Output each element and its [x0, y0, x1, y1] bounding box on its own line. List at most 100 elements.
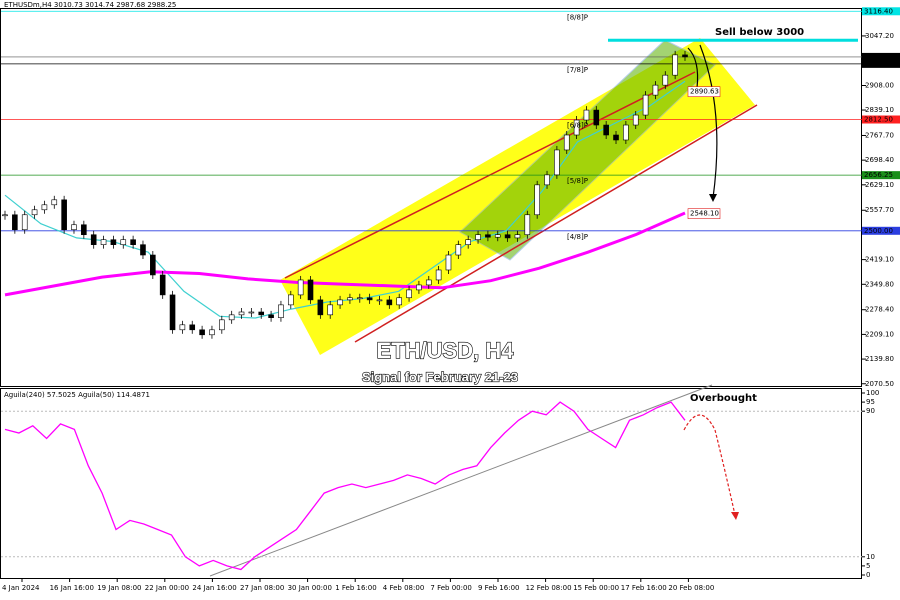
- candle-body: [61, 199, 67, 231]
- y-tick-label: 2767.70: [865, 131, 894, 139]
- candle-body: [425, 279, 432, 286]
- indicator-line: [4, 401, 686, 571]
- candle-body: [573, 119, 580, 136]
- level-tag: [862, 115, 900, 124]
- candle-body: [485, 234, 491, 238]
- level-name: [8/8]P: [567, 13, 588, 21]
- x-tick-label: 30 Jan 00:00: [288, 584, 332, 592]
- level-tag-label: 2656.25: [864, 171, 893, 179]
- arrow-head: [709, 194, 717, 202]
- candle-body: [317, 299, 324, 316]
- candle-body: [554, 149, 560, 176]
- x-tick-label: 7 Feb 00:00: [430, 584, 471, 592]
- candle-body: [90, 234, 97, 245]
- x-tick-label: 9 Feb 16:00: [478, 584, 519, 592]
- level-tag-label: 3116.40: [864, 7, 893, 15]
- candle-body: [199, 329, 205, 336]
- candle-body: [455, 244, 462, 256]
- indicator-frame: [0, 388, 862, 579]
- target-label: 2548.10: [690, 210, 719, 218]
- candle-body: [219, 319, 225, 331]
- level-name: [6/8]P: [567, 122, 588, 130]
- candle-body: [258, 311, 265, 316]
- candle-body: [475, 234, 481, 241]
- candle-body: [81, 224, 87, 236]
- x-tick-label: 15 Feb 00:00: [573, 584, 619, 592]
- candle-body: [583, 109, 590, 121]
- candle-body: [100, 239, 107, 245]
- level-tag: [862, 171, 900, 180]
- x-tick-label: 12 Feb 08:00: [526, 584, 572, 592]
- y-tick-label: 2698.40: [865, 156, 894, 164]
- candle-body: [544, 174, 550, 186]
- candle-body: [356, 297, 363, 300]
- y-tick-label: 2070.50: [865, 380, 894, 388]
- level-tag: [862, 226, 900, 235]
- candle-body: [445, 254, 452, 271]
- y-tick-label: 2278.40: [865, 306, 894, 314]
- x-tick-label: 22 Jan 00:00: [145, 584, 189, 592]
- candle-body: [238, 311, 245, 316]
- candle-body: [337, 299, 343, 306]
- candle-body: [376, 299, 383, 302]
- candle-body: [504, 234, 511, 239]
- candle-body: [179, 324, 186, 331]
- symbol-info: ETHUSDm,H4 3010.73 3014.74 2987.68 2988.…: [4, 1, 176, 9]
- candle-body: [494, 234, 501, 238]
- current-price-tag: [862, 52, 900, 61]
- candle-body: [465, 239, 471, 245]
- indicator-tick-label: 100: [866, 389, 879, 397]
- level-tag: [862, 59, 900, 68]
- candle-body: [396, 297, 403, 306]
- candle-body: [31, 209, 38, 216]
- projection: [683, 414, 736, 516]
- candle-body: [613, 134, 619, 141]
- ma-slow: [4, 211, 686, 297]
- candle-body: [110, 239, 117, 245]
- candle-body: [120, 239, 127, 245]
- x-tick-label: 1 Feb 16:00: [335, 584, 376, 592]
- candle-body: [603, 124, 609, 136]
- candle-body: [593, 109, 600, 126]
- candle-body: [307, 279, 314, 301]
- candle-body: [159, 274, 166, 296]
- main-frame: [0, 8, 862, 387]
- level-tag-label: 2500.00: [864, 227, 893, 235]
- trend-line: [209, 384, 713, 577]
- candle-body: [662, 74, 669, 86]
- indicator-tick-label: 0: [866, 571, 870, 579]
- level-tag-label: 2812.50: [864, 116, 893, 124]
- y-tick-label: 2908.00: [865, 81, 894, 89]
- level-tag: [862, 7, 900, 16]
- y-tick-label: 2209.10: [865, 330, 894, 338]
- target-label: 2890.63: [690, 88, 719, 96]
- plot: [1, 10, 862, 339]
- candle-body: [366, 297, 373, 301]
- candle-body: [534, 184, 540, 216]
- candle-body: [287, 294, 294, 306]
- indicator-label: Aguila(240) 57.5025 Aguila(50) 114.4871: [4, 391, 150, 399]
- candle-body: [130, 239, 136, 245]
- chart-subtitle: Signal for February 21-23: [362, 369, 518, 384]
- overbought-annotation: Overbought: [690, 393, 757, 404]
- candle-body: [71, 224, 77, 231]
- sell-annotation: Sell below 3000: [715, 27, 804, 38]
- y-tick-label: 2349.80: [865, 280, 894, 288]
- candle-body: [347, 297, 353, 301]
- indicator-tick-label: 95: [866, 398, 875, 406]
- y-tick-label: 2139.80: [865, 355, 894, 363]
- current-price-label: 2988.25: [864, 53, 893, 61]
- target-box: [687, 86, 721, 97]
- candle-body: [682, 54, 688, 58]
- level-tag-label: 2968.75: [864, 60, 893, 68]
- candle-body: [386, 299, 393, 306]
- x-tick-label: 20 Feb 08:00: [668, 584, 714, 592]
- level-name: [7/8]P: [567, 66, 588, 74]
- candle-body: [268, 314, 274, 318]
- indicator-tick-label: 10: [866, 553, 875, 561]
- x-tick-label: 4 Jan 2024: [2, 584, 40, 592]
- inner-channel: [459, 39, 716, 261]
- level-name: [4/8]P: [567, 233, 588, 241]
